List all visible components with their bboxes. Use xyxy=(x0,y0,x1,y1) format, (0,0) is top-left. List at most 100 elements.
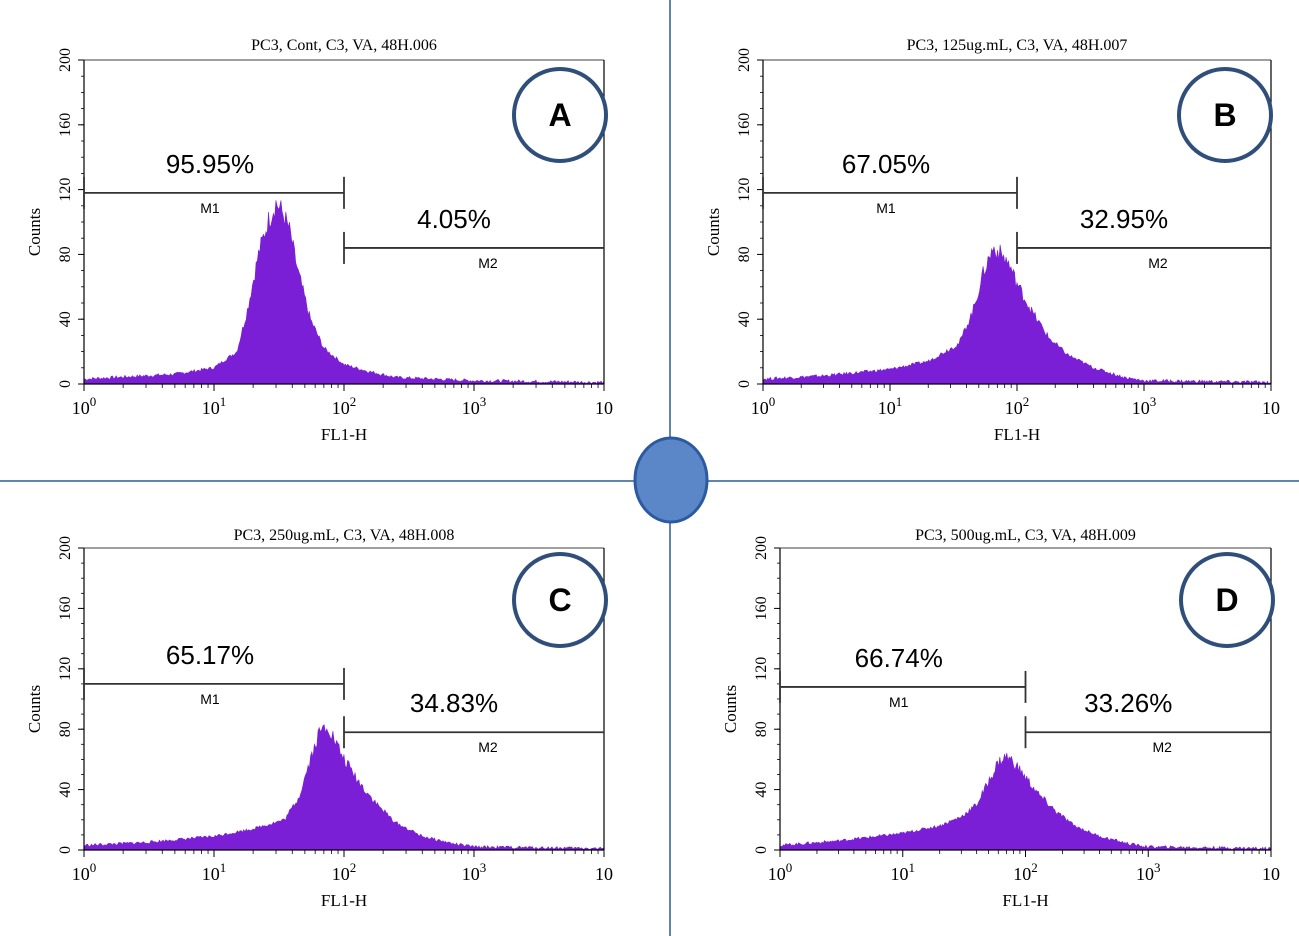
y-tick-label: 160 xyxy=(753,596,770,620)
marker-m1-percent: 66.74% xyxy=(855,643,943,673)
panel-a: PC3, Cont, C3, VA, 48H.00604080120160200… xyxy=(25,37,613,444)
panel-badge-circle xyxy=(1179,552,1275,648)
x-tick-label: 102 xyxy=(332,394,357,418)
y-tick-label: 0 xyxy=(57,846,74,854)
x-tick-label: 101 xyxy=(202,394,227,418)
y-tick-label: 200 xyxy=(57,48,74,72)
x-tick-label: 103 xyxy=(1136,860,1161,884)
y-axis-label: Counts xyxy=(704,208,723,256)
x-tick-label: 102 xyxy=(1005,394,1030,418)
y-tick-label: 200 xyxy=(57,536,74,560)
marker-m1-label: M1 xyxy=(876,200,896,216)
center-circle xyxy=(633,436,709,524)
marker-m1-label: M1 xyxy=(200,691,220,707)
panel-b: PC3, 125ug.mL, C3, VA, 48H.007 0 40 80 120 16… xyxy=(704,37,1280,444)
y-tick-label: 40 xyxy=(753,782,770,798)
histogram-series xyxy=(779,752,1272,851)
marker-m2-label: M2 xyxy=(1148,255,1168,271)
x-tick-label: 103 xyxy=(462,860,487,884)
x-tick-label: 103 xyxy=(462,394,487,418)
x-tick-exponent: 2 xyxy=(1023,394,1030,409)
x-tick-exponent: 3 xyxy=(480,860,487,875)
panel-badge-letter: D xyxy=(1215,582,1238,618)
x-tick-exponent: 0 xyxy=(769,394,776,409)
x-tick-label: 103 xyxy=(1132,394,1157,418)
y-axis-label: Counts xyxy=(25,685,44,733)
x-axis-label: FL1-H xyxy=(1002,891,1048,910)
x-tick-label: 101 xyxy=(891,860,916,884)
y-tick-label: 160 xyxy=(57,596,74,620)
y-tick-label: 0 xyxy=(753,846,770,854)
center-circle-group xyxy=(633,436,709,524)
x-tick-label: 10 xyxy=(595,398,613,418)
x-tick-label: 10 xyxy=(1262,398,1280,418)
y-tick-label: 0 xyxy=(736,380,753,388)
panel-badge-circle xyxy=(512,67,608,163)
x-tick-label: 102 xyxy=(332,860,357,884)
y-axis-label: Counts xyxy=(721,685,740,733)
x-tick-label: 100 xyxy=(751,394,776,418)
y-tick-label: 200 xyxy=(753,536,770,560)
x-tick-exponent: 0 xyxy=(90,394,97,409)
x-tick-label: 10 xyxy=(595,864,613,884)
chart-title: PC3, 125ug.mL, C3, VA, 48H.007 xyxy=(907,37,1128,54)
panel-badge-letter: B xyxy=(1213,97,1236,133)
x-tick-label: 102 xyxy=(1013,860,1038,884)
y-tick-label: 200 xyxy=(736,48,753,72)
y-tick-label: 120 xyxy=(57,178,74,202)
x-axis-label: FL1-H xyxy=(994,425,1040,444)
y-tick-label: 80 xyxy=(753,721,770,737)
x-tick-exponent: 2 xyxy=(350,860,357,875)
marker-m1-percent: 67.05% xyxy=(842,149,930,179)
x-tick-exponent: 2 xyxy=(1031,860,1038,875)
x-tick-label: 101 xyxy=(878,394,903,418)
marker-m2-percent: 34.83% xyxy=(410,688,498,718)
x-axis-label: FL1-H xyxy=(321,425,367,444)
x-tick-label: 100 xyxy=(72,394,97,418)
y-tick-label: 120 xyxy=(736,178,753,202)
marker-m1-label: M1 xyxy=(889,694,909,710)
histogram-series xyxy=(83,724,605,851)
y-tick-label: 160 xyxy=(57,113,74,137)
y-tick-label: 80 xyxy=(736,246,753,262)
x-tick-exponent: 0 xyxy=(90,860,97,875)
x-axis-label: FL1-H xyxy=(321,891,367,910)
histogram-series xyxy=(83,200,605,385)
y-tick-label: 80 xyxy=(57,246,74,262)
y-tick-label: 120 xyxy=(57,657,74,681)
x-tick-exponent: 2 xyxy=(350,394,357,409)
panel-badge-letter: C xyxy=(548,582,571,618)
panel-badge-circle xyxy=(512,552,608,648)
marker-m2-percent: 4.05% xyxy=(417,204,491,234)
y-tick-label: 40 xyxy=(736,311,753,327)
x-tick-label: 100 xyxy=(768,860,793,884)
y-tick-label: 160 xyxy=(736,113,753,137)
chart-title: PC3, 250ug.mL, C3, VA, 48H.008 xyxy=(234,527,455,544)
panel-c: PC3, 250ug.mL, C3, VA, 48H.0080408012016… xyxy=(25,527,613,910)
x-tick-exponent: 3 xyxy=(1150,394,1157,409)
marker-m1-label: M1 xyxy=(200,200,220,216)
chart-title: PC3, Cont, C3, VA, 48H.006 xyxy=(251,37,437,54)
x-tick-exponent: 0 xyxy=(786,860,793,875)
y-axis-label: Counts xyxy=(25,208,44,256)
x-tick-label: 100 xyxy=(72,860,97,884)
x-tick-label: 10 xyxy=(1262,864,1280,884)
x-tick-exponent: 1 xyxy=(909,860,916,875)
marker-m2-percent: 33.26% xyxy=(1084,688,1172,718)
chart-title: PC3, 500ug.mL, C3, VA, 48H.009 xyxy=(915,527,1136,544)
panel-badge-letter: A xyxy=(548,97,571,133)
marker-m2-label: M2 xyxy=(478,739,498,755)
marker-m2-percent: 32.95% xyxy=(1080,204,1168,234)
y-tick-label: 120 xyxy=(753,657,770,681)
y-tick-label: 80 xyxy=(57,721,74,737)
panel-d: PC3, 500ug.mL, C3, VA, 48H.0090408012016… xyxy=(721,527,1280,910)
marker-m1-percent: 95.95% xyxy=(166,149,254,179)
x-tick-exponent: 3 xyxy=(480,394,487,409)
x-tick-exponent: 1 xyxy=(220,394,227,409)
histogram-panels: PC3, Cont, C3, VA, 48H.00604080120160200… xyxy=(25,37,1280,910)
panel-badge-circle xyxy=(1177,67,1273,163)
marker-m1-percent: 65.17% xyxy=(166,640,254,670)
x-tick-exponent: 1 xyxy=(220,860,227,875)
x-tick-exponent: 3 xyxy=(1154,860,1161,875)
histogram-series xyxy=(762,244,1272,385)
